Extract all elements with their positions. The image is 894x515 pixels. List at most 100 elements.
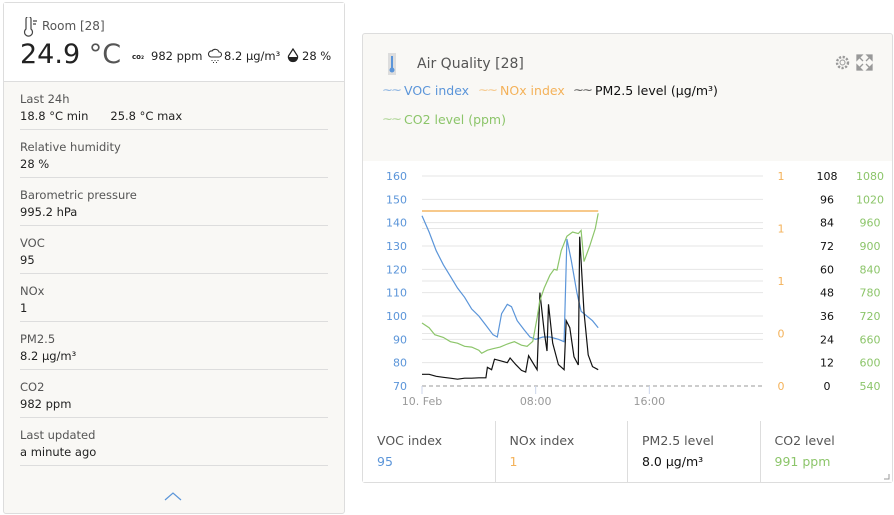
stat-value: 991 ppm	[774, 454, 831, 469]
nox-axis-tick: 1	[778, 275, 785, 288]
co2-axis-tick: 960	[860, 217, 881, 230]
legend-label: PM2.5 level (µg/m³)	[595, 83, 718, 98]
gear-icon[interactable]	[834, 54, 851, 71]
room-header: Room [28] 24.9 °C co₂ 982 ppm 8.2 µg/m³ …	[4, 3, 344, 82]
air-quality-card: Air Quality [28] ⁓⁓ VOC index ⁓⁓ NOx index…	[362, 33, 893, 483]
nox-axis-tick: 1	[778, 170, 785, 183]
voc-axis-tick: 160	[386, 170, 407, 183]
row-last-updated: Last updated a minute ago	[20, 418, 328, 466]
humidity-reading: 28 %	[302, 49, 332, 63]
pm25-axis-tick: 48	[820, 287, 834, 300]
voc-axis-tick: 130	[386, 240, 407, 253]
legend-pm25[interactable]: ⁓⁓ PM2.5 level (µg/m³)	[574, 83, 718, 98]
stats-bar: VOC index 95 NOx index 1 PM2.5 level 8.0 µg…	[363, 421, 892, 482]
row-label: Relative humidity	[20, 140, 121, 154]
temperature-number: 24.9	[20, 39, 81, 70]
thermometer-icon	[388, 53, 396, 75]
temp-max: 25.8 °C max	[110, 109, 183, 123]
air-quality-chart: 160 150 140 130 120 110 100 90 80 70 1 1 1 0 0 108 96 84 7…	[363, 161, 892, 421]
row-label: Last 24h	[20, 92, 70, 106]
row-label: VOC	[20, 236, 45, 250]
room-title[interactable]: Room [28]	[42, 19, 105, 33]
pm25-axis-tick: 84	[820, 217, 834, 230]
stat-label: PM2.5 level	[642, 433, 714, 448]
co2-axis-tick: 720	[860, 310, 881, 323]
room-card: Room [28] 24.9 °C co₂ 982 ppm 8.2 µg/m³ …	[3, 2, 345, 514]
pm25-axis-tick: 12	[820, 357, 834, 370]
nox-axis-tick: 0	[778, 328, 785, 341]
thermometer-icon	[23, 17, 37, 37]
voc-axis-tick: 80	[393, 357, 407, 370]
row-value: 995.2 hPa	[20, 205, 78, 219]
air-quality-header: Air Quality [28] ⁓⁓ VOC index ⁓⁓ NOx index…	[363, 34, 892, 162]
stat-label: CO2 level	[774, 433, 835, 448]
x-axis-tick: 08:00	[520, 395, 552, 408]
pm25-axis-tick: 108	[817, 170, 838, 183]
pm25-axis-tick: 36	[820, 310, 834, 323]
legend-line-icon: ⁓⁓	[574, 85, 592, 96]
voc-axis-tick: 150	[386, 193, 407, 206]
co2-axis-tick: 780	[860, 287, 881, 300]
voc-axis-tick: 100	[386, 310, 407, 323]
row-value: 8.2 µg/m³	[20, 349, 77, 363]
pm25-axis-tick: 96	[820, 193, 834, 206]
temperature-value: 24.9 °C	[20, 39, 121, 70]
x-axis-tick: 16:00	[633, 395, 665, 408]
stat-label: VOC index	[377, 433, 443, 448]
row-pressure: Barometric pressure 995.2 hPa	[20, 178, 328, 226]
co2-axis-tick: 660	[860, 333, 881, 346]
pm25-axis-tick: 0	[824, 380, 831, 393]
fullscreen-icon[interactable]	[856, 54, 873, 71]
row-label: CO2	[20, 380, 45, 394]
stat-pm25: PM2.5 level 8.0 µg/m³	[628, 421, 761, 482]
series-line-pm25	[422, 236, 599, 380]
series-line-voc	[421, 215, 599, 343]
row-value: 95	[20, 253, 35, 267]
row-label: PM2.5	[20, 332, 56, 346]
legend-label: CO2 level (ppm)	[404, 112, 506, 127]
voc-axis-tick: 140	[386, 217, 407, 230]
voc-axis-tick: 110	[386, 287, 407, 300]
pm25-axis-tick: 72	[820, 240, 834, 253]
stat-voc: VOC index 95	[363, 421, 496, 482]
temp-min: 18.8 °C min	[20, 109, 89, 123]
pm25-axis-tick: 60	[820, 263, 834, 276]
chart-svg: 1601501401301201101009080701110010896847…	[386, 170, 884, 408]
row-value: 1	[20, 301, 28, 315]
legend-voc[interactable]: ⁓⁓ VOC index	[383, 83, 469, 98]
nox-axis-tick: 1	[778, 223, 785, 236]
co2-axis-tick: 1020	[856, 193, 884, 206]
row-voc: VOC 95	[20, 226, 328, 274]
stat-nox: NOx index 1	[496, 421, 628, 482]
row-humidity: Relative humidity 28 %	[20, 130, 328, 178]
co2-axis-tick: 540	[860, 380, 881, 393]
co2-reading: 982 ppm	[151, 49, 203, 63]
row-co2: CO2 982 ppm	[20, 370, 328, 418]
resize-handle-icon[interactable]	[884, 474, 890, 480]
pm25-reading: 8.2 µg/m³	[224, 49, 281, 63]
stat-value: 95	[377, 454, 393, 469]
row-value: 982 ppm	[20, 397, 72, 411]
legend-label: NOx index	[500, 83, 565, 98]
legend-line-icon: ⁓⁓	[383, 85, 401, 96]
humidity-drop-icon	[287, 47, 299, 63]
co2-axis-tick: 1080	[856, 170, 884, 183]
legend-co2[interactable]: ⁓⁓ CO2 level (ppm)	[383, 112, 506, 127]
co2-axis-tick: 840	[860, 263, 881, 276]
row-value: a minute ago	[20, 445, 97, 459]
air-quality-title[interactable]: Air Quality [28]	[417, 56, 524, 72]
co2-icon: co₂	[132, 53, 145, 61]
x-axis-tick: 10. Feb	[402, 395, 442, 408]
row-last-24h: Last 24h 18.8 °C min 25.8 °C max	[20, 82, 328, 130]
legend-line-icon: ⁓⁓	[383, 114, 401, 125]
row-label: Barometric pressure	[20, 188, 137, 202]
voc-axis-tick: 90	[393, 333, 407, 346]
row-label: NOx	[20, 284, 45, 298]
nox-axis-tick: 0	[778, 380, 785, 393]
collapse-chevron-up-icon[interactable]	[164, 491, 182, 501]
row-value: 28 %	[20, 157, 50, 171]
row-label: Last updated	[20, 428, 96, 442]
voc-axis-tick: 70	[393, 380, 407, 393]
legend-nox[interactable]: ⁓⁓ NOx index	[479, 83, 565, 98]
legend-label: VOC index	[404, 83, 470, 98]
